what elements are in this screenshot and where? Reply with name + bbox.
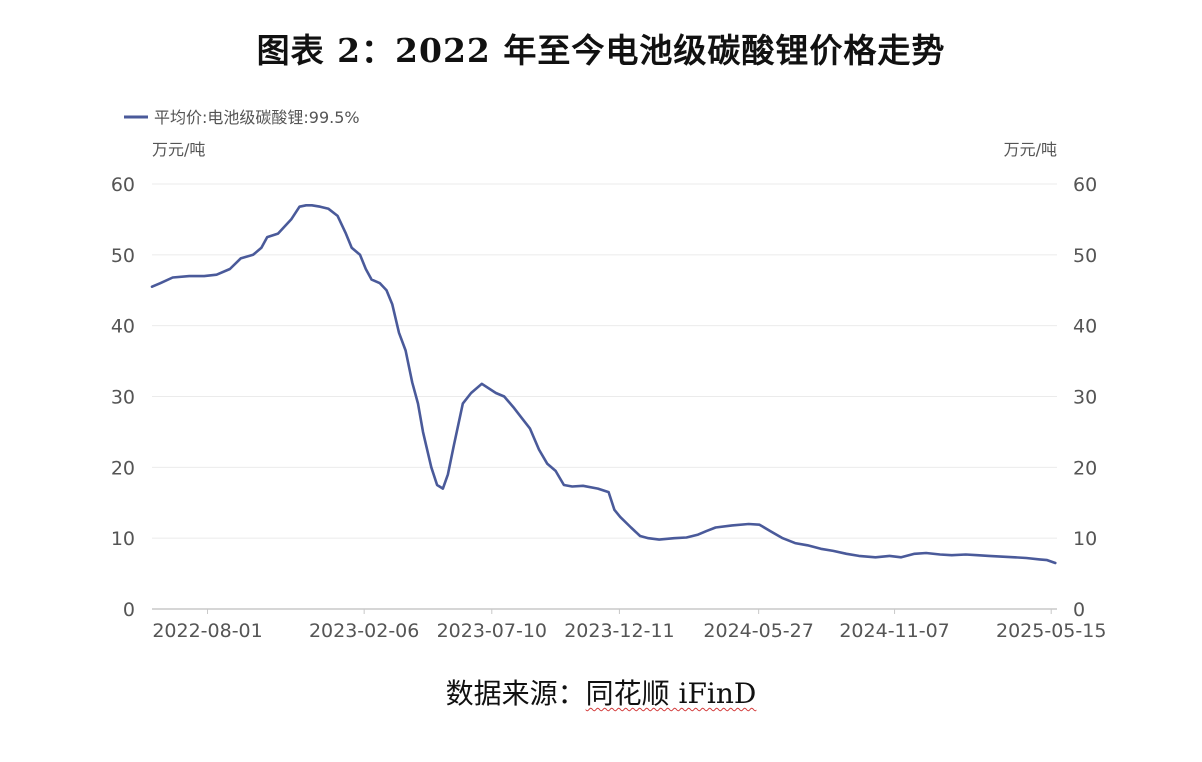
series-line: [150, 204, 1057, 565]
y-tick-label-right: 0: [1073, 599, 1085, 621]
y-axis-left-unit: 万元/吨: [152, 140, 205, 159]
data-source: 数据来源：同花顺 iFinD: [0, 672, 1202, 712]
y-tick-label-right: 20: [1073, 457, 1097, 479]
y-tick-label-left: 60: [111, 174, 135, 196]
x-axis: 2022-08-01 2023-02-06 2023-07-10 2023-12-11…: [152, 608, 1106, 642]
y-axis-left: 0 10 20 30 40 50 60: [111, 174, 135, 621]
y-tick-label-left: 20: [111, 457, 135, 479]
x-tick-label: 2024-05-27: [703, 620, 813, 642]
x-tick-label: 2023-02-06: [309, 620, 419, 642]
x-tick-label: 2022-08-01: [152, 620, 262, 642]
x-tick-label: 2024-11-07: [839, 620, 949, 642]
grid-lines: [152, 183, 1057, 539]
legend[interactable]: 平均价:电池级碳酸锂:99.5%: [124, 108, 360, 127]
y-axis-right: 0 10 20 30 40 50 60: [1073, 174, 1097, 621]
y-tick-label-right: 50: [1073, 245, 1097, 267]
y-tick-label-left: 10: [111, 528, 135, 550]
series-group: [150, 204, 1057, 565]
y-tick-label-left: 40: [111, 316, 135, 338]
x-tick-label: 2023-07-10: [437, 620, 547, 642]
x-tick-label: 2023-12-11: [564, 620, 674, 642]
y-tick-label-right: 40: [1073, 316, 1097, 338]
legend-label: 平均价:电池级碳酸锂:99.5%: [154, 108, 360, 127]
y-tick-label-right: 60: [1073, 174, 1097, 196]
y-tick-label-left: 0: [123, 599, 135, 621]
y-tick-label-left: 50: [111, 245, 135, 267]
y-tick-label-right: 10: [1073, 528, 1097, 550]
x-tick-label: 2025-05-15: [996, 620, 1106, 642]
y-tick-label-left: 30: [111, 387, 135, 409]
y-tick-label-right: 30: [1073, 387, 1097, 409]
y-axis-right-unit: 万元/吨: [1004, 140, 1057, 159]
source-name: 同花顺 iFinD: [585, 677, 757, 710]
figure-title: 图表 2：2022 年至今电池级碳酸锂价格走势: [256, 31, 946, 70]
source-prefix: 数据来源：: [445, 677, 586, 710]
